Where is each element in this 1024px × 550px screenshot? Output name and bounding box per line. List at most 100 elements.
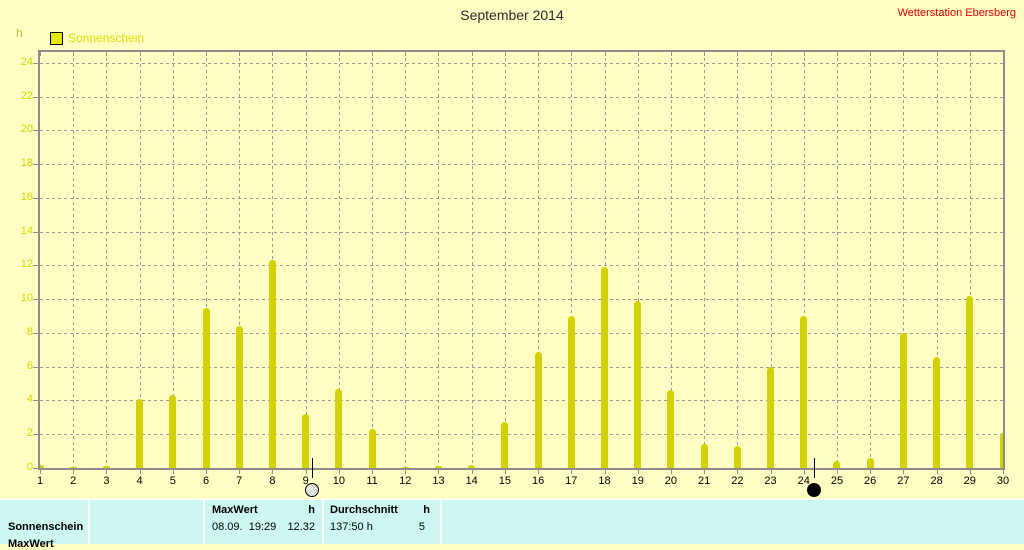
x-gridline: [969, 52, 971, 468]
x-axis-bottom-tick: [139, 470, 141, 474]
full-moon-icon: [305, 483, 320, 497]
plot-frame: [38, 50, 1005, 470]
x-axis-label: 3: [103, 475, 110, 487]
legend-series-label: Sonnenschein: [68, 31, 145, 45]
x-axis-bottom-tick: [604, 470, 606, 474]
x-axis-label: 17: [565, 475, 578, 487]
bar-day-21: [700, 444, 708, 468]
bar-day-12: [401, 467, 409, 468]
x-axis-top-tick: [172, 52, 174, 56]
bar-day-30: [999, 432, 1003, 468]
x-gridline: [637, 52, 639, 468]
x-axis-label: 22: [731, 475, 744, 487]
x-axis-top-tick: [803, 52, 805, 56]
x-axis-label: 1: [36, 475, 44, 487]
x-axis-label: 30: [996, 475, 1010, 487]
stats-avg-value: 5: [418, 521, 425, 533]
bar-day-9: [302, 413, 310, 468]
x-gridline: [704, 52, 706, 468]
x-axis-label: 29: [963, 475, 976, 487]
y-axis-label: 2: [26, 427, 33, 440]
x-axis-bottom-tick: [704, 470, 706, 474]
x-axis-label: 27: [897, 475, 910, 487]
x-axis-top-tick: [903, 52, 905, 56]
stats-header-durchschnitt-unit: h: [423, 504, 430, 516]
x-axis-bottom-tick: [305, 470, 307, 474]
x-axis-bottom-tick: [870, 470, 872, 474]
x-axis-label: 25: [830, 475, 844, 487]
x-axis-bottom-tick: [571, 470, 573, 474]
x-axis-bottom-tick: [372, 470, 374, 474]
x-axis-label: 10: [332, 475, 345, 487]
x-gridline: [239, 52, 241, 468]
x-axis-top-tick: [139, 52, 141, 56]
x-gridline: [903, 52, 905, 468]
stats-header-maxwert: MaxWert: [212, 504, 258, 516]
bar-day-29: [966, 295, 974, 468]
y-axis-label: 22: [20, 89, 33, 102]
bar-day-7: [235, 326, 243, 468]
y-axis-unit-label: h: [16, 26, 23, 40]
x-gridline: [305, 52, 307, 468]
bar-day-23: [767, 366, 775, 468]
stats-next-row-label-cut: MaxWert: [8, 538, 54, 550]
x-gridline: [604, 52, 606, 468]
x-axis-top-tick: [40, 52, 41, 56]
table-column-divider: [88, 500, 90, 544]
x-axis-top-tick: [106, 52, 108, 56]
bar-day-13: [434, 466, 442, 468]
y-gridline: [40, 434, 1003, 436]
bar-day-25: [833, 461, 841, 468]
x-axis-top-tick: [936, 52, 938, 56]
bar-day-2: [69, 467, 77, 468]
x-gridline: [870, 52, 872, 468]
x-axis-top-tick: [836, 52, 838, 56]
stats-avg-total: 137:50 h: [330, 521, 373, 533]
x-axis-top-tick: [969, 52, 971, 56]
stats-table: MaxWert h Durchschnitt h Sonnenschein 08…: [0, 499, 1024, 550]
bar-day-1: [40, 464, 44, 468]
x-axis-bottom-tick: [172, 470, 174, 474]
x-gridline: [139, 52, 141, 468]
y-gridline: [40, 299, 1003, 301]
x-axis-bottom-tick: [471, 470, 473, 474]
x-gridline: [106, 52, 108, 468]
bar-day-4: [136, 398, 144, 468]
legend-swatch-icon: [50, 32, 63, 45]
x-axis-top-tick: [438, 52, 440, 56]
x-gridline: [770, 52, 772, 468]
x-gridline: [438, 52, 440, 468]
y-axis-label: 16: [20, 190, 33, 203]
x-axis-bottom-tick: [670, 470, 672, 474]
bar-day-3: [102, 466, 110, 468]
x-gridline: [670, 52, 672, 468]
stats-row-label: Sonnenschein: [8, 521, 84, 533]
x-axis-top-tick: [704, 52, 706, 56]
x-gridline: [571, 52, 573, 468]
y-gridline: [40, 130, 1003, 132]
x-axis-bottom-tick: [106, 470, 108, 474]
x-axis-label: 16: [531, 475, 545, 487]
y-gridline: [40, 164, 1003, 166]
x-axis-bottom-tick: [903, 470, 905, 474]
x-axis-label: 18: [598, 475, 611, 487]
bar-day-27: [899, 332, 907, 468]
x-axis-label: 23: [764, 475, 777, 487]
y-axis-label: 0: [26, 461, 33, 473]
x-axis-top-tick: [870, 52, 872, 56]
x-axis-top-tick: [206, 52, 208, 56]
x-axis-label: 6: [202, 475, 210, 487]
x-axis-bottom-tick: [73, 470, 75, 474]
x-axis-bottom-tick: [969, 470, 971, 474]
x-gridline: [936, 52, 938, 468]
bar-day-26: [866, 457, 874, 468]
x-axis-label: 20: [664, 475, 678, 487]
bar-day-24: [800, 316, 808, 468]
x-axis-bottom-tick: [405, 470, 407, 474]
bar-day-17: [567, 316, 575, 468]
bar-day-16: [534, 351, 542, 468]
y-axis-label: 6: [26, 359, 33, 372]
y-gridline: [40, 62, 1003, 64]
x-gridline: [504, 52, 506, 468]
stats-header-durchschnitt: Durchschnitt: [330, 504, 398, 516]
